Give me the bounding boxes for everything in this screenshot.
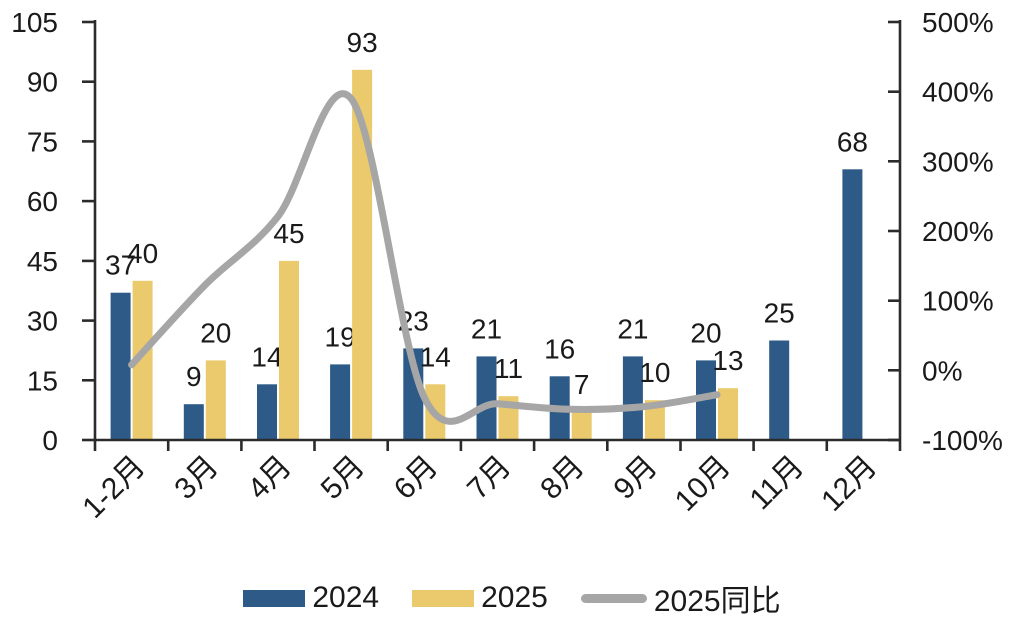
x-label-1-2月: 1-2月 bbox=[76, 450, 151, 525]
bar-label-2025-5月: 93 bbox=[347, 27, 378, 58]
legend-swatch-2024-icon bbox=[243, 589, 306, 607]
bar-label-2024-5月: 19 bbox=[325, 321, 356, 352]
legend-swatch-yoy-line-icon bbox=[580, 593, 647, 603]
yoy-line bbox=[128, 90, 721, 425]
data-labels-2025: 40 20 45 93 14 11 7 10 13 bbox=[127, 27, 744, 400]
bar-2024-11月 bbox=[769, 340, 790, 440]
x-axis-labels: 1-2月 3月 4月 5月 6月 7月 8月 9月 10月 11月 12月 bbox=[76, 450, 883, 525]
bar-label-2025-3月: 20 bbox=[200, 317, 231, 348]
left-tick-label: 105 bbox=[11, 7, 58, 38]
bar-2025-4月 bbox=[279, 260, 299, 440]
bar-2025-5月 bbox=[352, 69, 373, 441]
x-label-12月: 12月 bbox=[815, 450, 883, 518]
right-tick-label: 300% bbox=[922, 146, 994, 177]
right-tick-label: 0% bbox=[922, 355, 962, 386]
legend-label-2025: 2025 bbox=[481, 581, 548, 614]
x-label-9月: 9月 bbox=[608, 450, 664, 506]
right-tick-label: 200% bbox=[922, 216, 994, 247]
legend-item-2024: 2024 bbox=[243, 581, 379, 615]
bar-2024-1-2月 bbox=[110, 292, 131, 440]
bar-label-2024-10月: 20 bbox=[690, 317, 721, 348]
bar-label-2025-4月: 45 bbox=[273, 218, 304, 249]
bar-2024-12月 bbox=[842, 169, 863, 441]
left-tick-label: 45 bbox=[27, 246, 58, 277]
chart-legend: 2024 2025 2025同比 bbox=[0, 576, 1024, 620]
bar-label-2024-12月: 68 bbox=[837, 126, 868, 157]
bar-2024-3月 bbox=[183, 404, 204, 440]
bar-label-2025-9月: 10 bbox=[639, 357, 670, 388]
legend-swatch-2025-icon bbox=[412, 589, 475, 607]
right-tick-label: -100% bbox=[922, 425, 1003, 456]
bar-label-2025-7月: 11 bbox=[494, 353, 523, 384]
x-label-10月: 10月 bbox=[669, 450, 737, 518]
bar-label-2025-1-2月: 40 bbox=[127, 238, 158, 269]
left-tick-label: 75 bbox=[27, 126, 58, 157]
bar-2025-8月 bbox=[571, 412, 592, 440]
bar-label-2025-10月: 13 bbox=[712, 345, 743, 376]
bar-label-2024-4月: 14 bbox=[251, 341, 282, 372]
bar-label-2024-1-2月: 37 bbox=[105, 250, 136, 281]
bar-2024-7月 bbox=[476, 356, 497, 440]
bar-label-2024-7月: 21 bbox=[471, 313, 502, 344]
bar-label-2024-8月: 16 bbox=[544, 333, 575, 364]
bar-label-2025-8月: 7 bbox=[574, 369, 590, 400]
x-label-3月: 3月 bbox=[168, 450, 224, 506]
x-label-4月: 4月 bbox=[242, 450, 298, 506]
x-label-11月: 11月 bbox=[744, 450, 811, 517]
legend-item-2025: 2025 bbox=[412, 581, 548, 615]
bar-2025-10月 bbox=[718, 388, 738, 440]
right-tick-label: 500% bbox=[922, 7, 994, 38]
right-axis-ticks: -100% 0% 100% 200% 300% 400% 500% bbox=[888, 7, 1003, 456]
bar-label-2024-11月: 25 bbox=[764, 298, 795, 329]
legend-label-2025-yoy: 2025同比 bbox=[653, 585, 781, 618]
bar-label-2025-6月: 14 bbox=[420, 341, 451, 372]
x-axis-ticks bbox=[93, 440, 902, 451]
bar-2024-5月 bbox=[330, 364, 351, 440]
bar-2025-1-2月 bbox=[132, 280, 153, 440]
bar-2025-3月 bbox=[205, 360, 226, 440]
bar-2025-9月 bbox=[644, 400, 665, 440]
x-label-5月: 5月 bbox=[315, 450, 371, 506]
right-tick-label: 400% bbox=[922, 77, 994, 108]
left-axis-ticks: 0 15 30 45 60 75 90 105 bbox=[11, 7, 95, 456]
legend-label-2024: 2024 bbox=[312, 581, 380, 614]
left-tick-label: 15 bbox=[27, 365, 58, 396]
left-tick-label: 60 bbox=[27, 186, 58, 217]
left-tick-label: 90 bbox=[27, 67, 58, 98]
bar-label-2024-3月: 9 bbox=[186, 361, 202, 392]
x-label-6月: 6月 bbox=[388, 450, 444, 506]
bar-2024-9月 bbox=[622, 356, 643, 440]
right-tick-label: 100% bbox=[922, 286, 994, 317]
left-tick-label: 30 bbox=[27, 306, 58, 337]
bar-2024-4月 bbox=[257, 384, 277, 440]
x-label-7月: 7月 bbox=[461, 450, 517, 506]
legend-item-2025-yoy: 2025同比 bbox=[580, 576, 781, 620]
left-tick-label: 0 bbox=[42, 425, 58, 456]
bars-2025 bbox=[132, 69, 738, 441]
x-label-8月: 8月 bbox=[534, 450, 590, 506]
bar-label-2024-9月: 21 bbox=[617, 313, 648, 344]
